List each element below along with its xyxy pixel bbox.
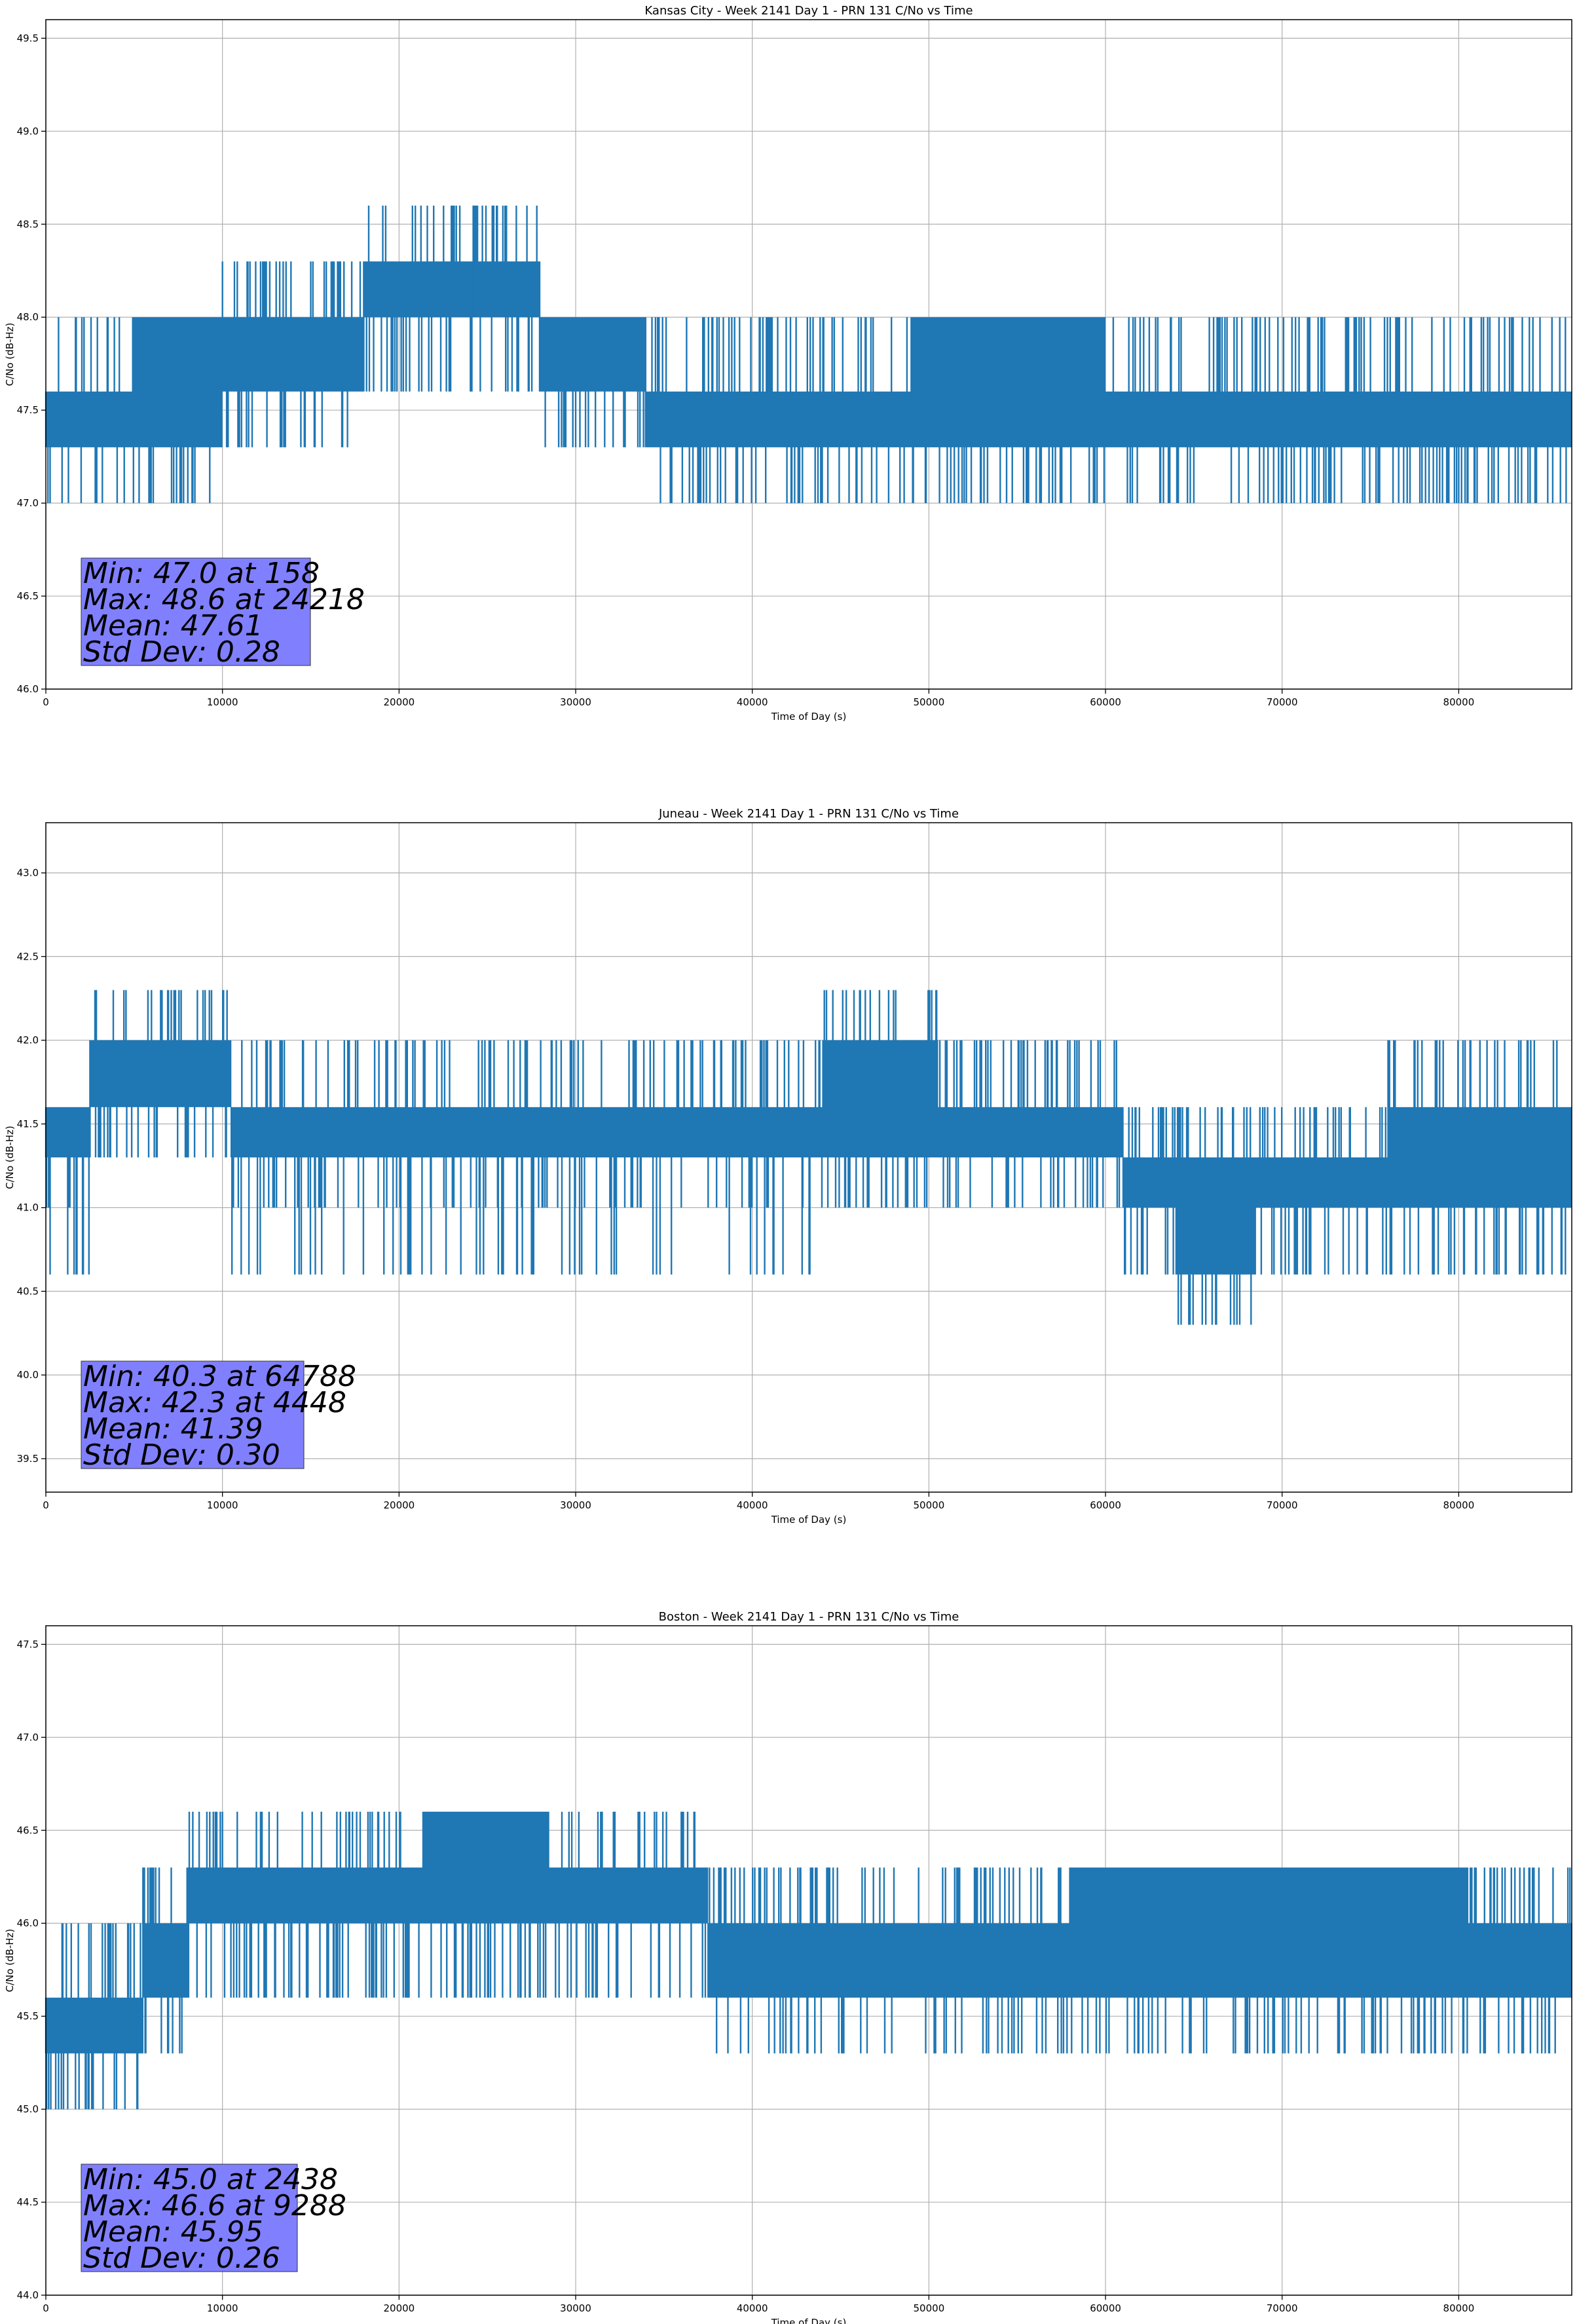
chart-panel-3: 0 10000 20000 30000 40000 50000 60000 70000 8000… xyxy=(4,1610,1572,2324)
x-tick-label: 10000 xyxy=(207,2302,238,2314)
y-tick-label: 46.5 xyxy=(17,590,39,602)
chart-title: Boston - Week 2141 Day 1 - PRN 131 C/No … xyxy=(659,1610,959,1624)
x-tick-label: 20000 xyxy=(383,696,415,708)
y-tick-label: 45.0 xyxy=(17,2103,39,2115)
stats-line: Std Dev: 0.28 xyxy=(83,635,280,669)
stats-line: Std Dev: 0.26 xyxy=(83,2241,280,2275)
x-tick-label: 20000 xyxy=(383,2302,415,2314)
y-tick-label: 41.5 xyxy=(17,1118,39,1130)
chart-title: Kansas City - Week 2141 Day 1 - PRN 131 … xyxy=(644,4,973,18)
x-tick-label: 0 xyxy=(43,696,49,708)
y-tick-label: 40.5 xyxy=(17,1285,39,1297)
x-tick-label: 80000 xyxy=(1443,2302,1475,2314)
x-tick-label: 80000 xyxy=(1443,696,1475,708)
y-tick-label: 40.0 xyxy=(17,1369,39,1381)
x-tick-label: 10000 xyxy=(207,696,238,708)
y-tick-label: 45.5 xyxy=(17,2010,39,2022)
x-tick-label: 60000 xyxy=(1090,2302,1121,2314)
y-tick-label: 48.5 xyxy=(17,218,39,230)
x-tick-label: 70000 xyxy=(1267,2302,1298,2314)
y-tick-label: 47.5 xyxy=(17,404,39,416)
x-tick-label: 10000 xyxy=(207,1499,238,1511)
y-tick-label: 49.0 xyxy=(17,125,39,137)
x-tick-label: 0 xyxy=(43,1499,49,1511)
y-axis-label: C/No (dB-Hz) xyxy=(4,323,16,386)
stats-line: Max: 42.3 at 4448 xyxy=(83,1386,346,1419)
x-tick-label: 70000 xyxy=(1267,696,1298,708)
chart-panel-2: 0 10000 20000 30000 40000 50000 60000 70000 8000… xyxy=(4,807,1572,1526)
stats-line: Min: 47.0 at 158 xyxy=(83,557,320,590)
x-tick-label: 80000 xyxy=(1443,1499,1475,1511)
x-axis-label: Time of Day (s) xyxy=(771,711,847,722)
stats-line: Std Dev: 0.30 xyxy=(83,1438,280,1472)
y-tick-label: 46.0 xyxy=(17,1917,39,1929)
y-tick-label: 39.5 xyxy=(17,1453,39,1465)
y-tick-label: 44.0 xyxy=(17,2289,39,2301)
stats-box xyxy=(81,1360,305,1469)
x-tick-label: 40000 xyxy=(737,1499,768,1511)
y-tick-label: 46.0 xyxy=(17,683,39,695)
y-tick-label: 44.5 xyxy=(17,2196,39,2208)
y-tick-label: 43.0 xyxy=(17,867,39,879)
x-tick-label: 30000 xyxy=(560,1499,591,1511)
axes-frame xyxy=(45,1625,1572,2296)
chart-title: Juneau - Week 2141 Day 1 - PRN 131 C/No … xyxy=(658,807,959,821)
axes-frame xyxy=(45,822,1572,1493)
y-tick-label: 47.0 xyxy=(17,1731,39,1743)
x-tick-label: 60000 xyxy=(1090,1499,1121,1511)
series-line xyxy=(45,990,1572,1325)
x-tick-label: 40000 xyxy=(737,696,768,708)
x-axis-label: Time of Day (s) xyxy=(771,2317,847,2324)
x-tick-label: 60000 xyxy=(1090,696,1121,708)
y-axis-label: C/No (dB-Hz) xyxy=(4,1929,16,1993)
y-tick-label: 49.5 xyxy=(17,32,39,44)
x-tick-label: 50000 xyxy=(914,696,945,708)
x-tick-label: 50000 xyxy=(914,1499,945,1511)
y-tick-label: 41.0 xyxy=(17,1202,39,1214)
x-tick-label: 0 xyxy=(43,2302,49,2314)
stats-line: Max: 48.6 at 24218 xyxy=(83,583,365,616)
x-tick-label: 20000 xyxy=(383,1499,415,1511)
stats-line: Mean: 47.61 xyxy=(83,609,263,643)
stats-line: Mean: 41.39 xyxy=(83,1412,263,1446)
stats-box xyxy=(81,2164,298,2272)
y-tick-label: 42.5 xyxy=(17,950,39,962)
chart-panel-1: 0 10000 20000 30000 40000 50000 60000 70000 8000… xyxy=(4,4,1572,722)
y-tick-label: 48.0 xyxy=(17,311,39,323)
x-tick-label: 30000 xyxy=(560,2302,591,2314)
stats-line: Min: 40.3 at 64788 xyxy=(83,1360,356,1393)
y-tick-label: 47.0 xyxy=(17,497,39,509)
x-tick-label: 70000 xyxy=(1267,1499,1298,1511)
x-tick-label: 40000 xyxy=(737,2302,768,2314)
y-tick-label: 47.5 xyxy=(17,1638,39,1650)
axes-frame xyxy=(45,19,1572,690)
x-tick-label: 30000 xyxy=(560,696,591,708)
stats-box xyxy=(81,557,311,666)
x-axis-label: Time of Day (s) xyxy=(771,1514,847,1526)
y-tick-label: 42.0 xyxy=(17,1034,39,1046)
stats-line: Min: 45.0 at 2438 xyxy=(83,2163,338,2196)
x-tick-label: 50000 xyxy=(914,2302,945,2314)
stats-line: Mean: 45.95 xyxy=(83,2215,263,2249)
y-tick-label: 46.5 xyxy=(17,1824,39,1836)
y-axis-label: C/No (dB-Hz) xyxy=(4,1126,16,1190)
stats-line: Max: 46.6 at 9288 xyxy=(83,2189,346,2222)
